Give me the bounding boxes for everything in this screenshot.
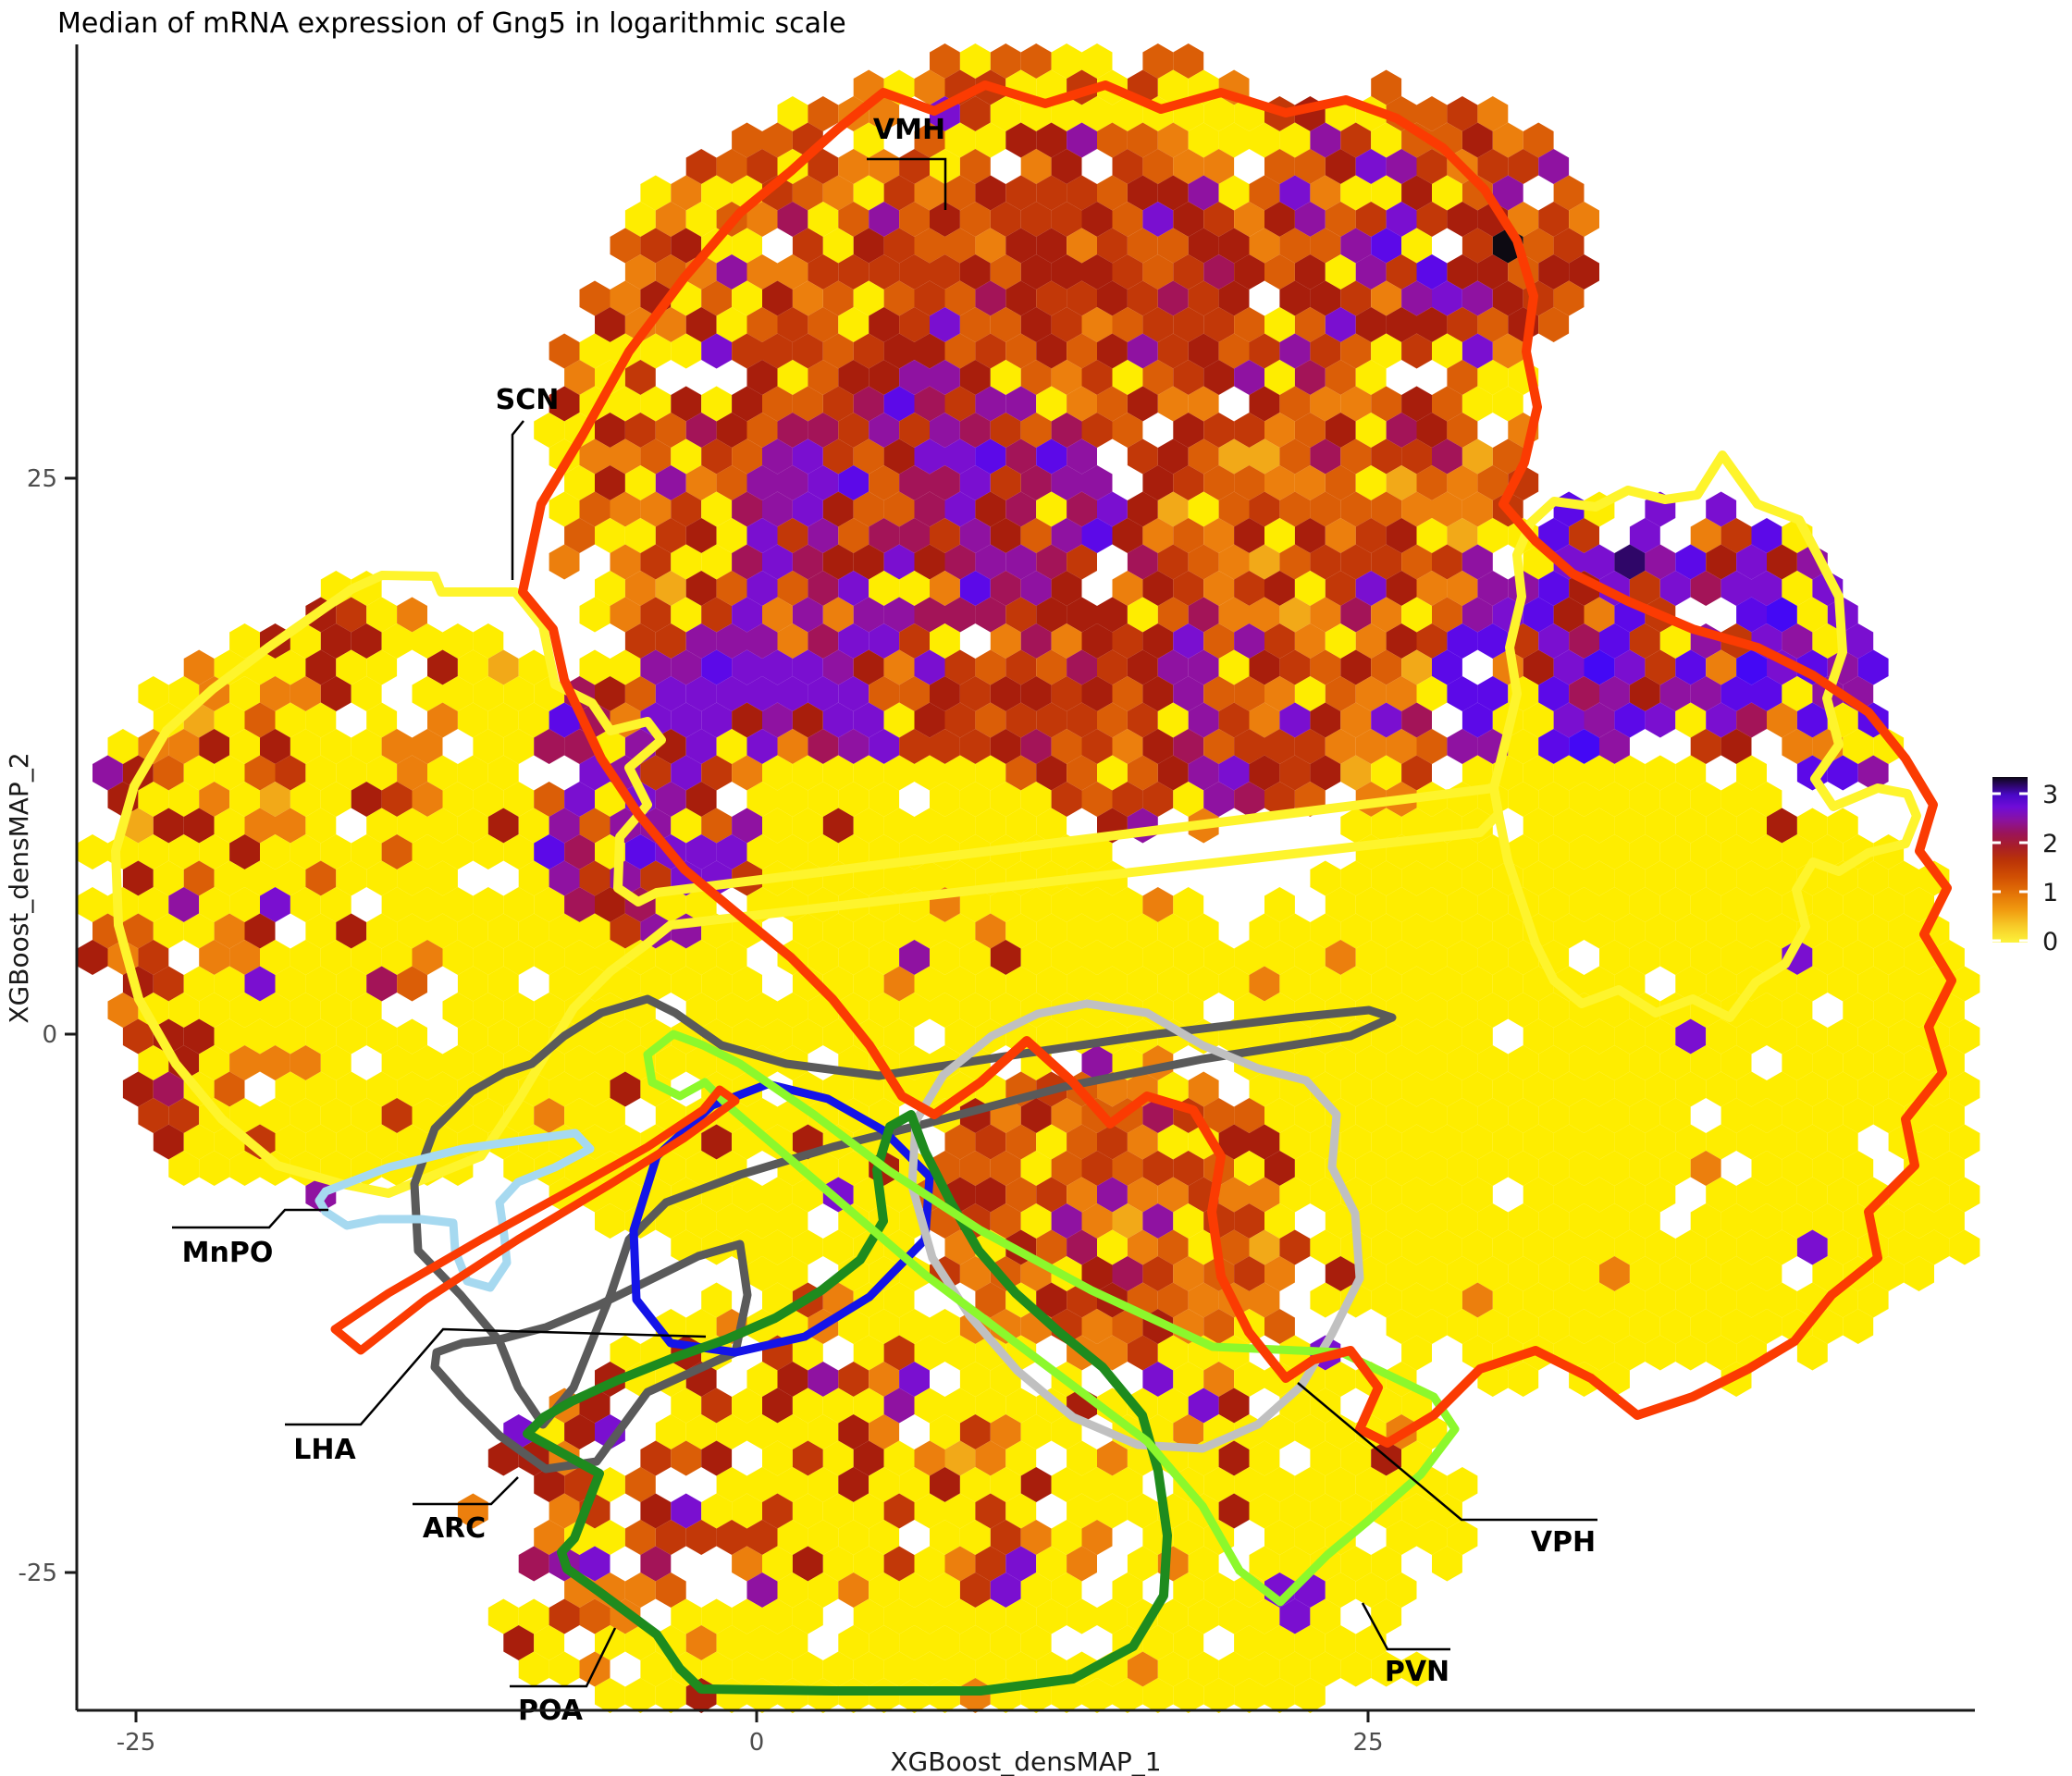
colorbar-gradient [1992, 777, 2028, 943]
region-outline-lha [410, 994, 1397, 1429]
y-tick-label: -25 [18, 1560, 57, 1587]
axis-title-x: XGBoost_densMAP_1 [890, 1746, 1161, 1776]
hexbin-layer [77, 43, 1980, 1713]
leader-scn-left [511, 420, 524, 580]
x-tick-label: 0 [749, 1729, 765, 1757]
leader-mnpo [172, 1208, 328, 1229]
y-tick-label: 25 [27, 465, 57, 493]
region-label-vph: VPH [1531, 1526, 1596, 1559]
region-outline-vph [907, 999, 1364, 1453]
leader-arc [413, 1476, 519, 1506]
region-outlines [111, 80, 1956, 1696]
colorbar-label: 0 [2042, 928, 2058, 956]
region-outline-pvn [643, 1030, 1460, 1607]
chart-title: Median of mRNA expression of Gng5 in log… [57, 7, 846, 40]
leader-vph [1297, 1382, 1597, 1522]
y-tick-label: 0 [42, 1021, 57, 1049]
region-outline-scn-left [111, 571, 1503, 1198]
leader-poa [510, 1627, 617, 1688]
region-outline-vmh [518, 80, 1956, 1448]
region-outline-vmh-sliver [330, 1085, 740, 1355]
region-label-vmh: VMH [873, 114, 945, 146]
colorbar-label: 3 [2042, 781, 2058, 809]
region-outline-poa [523, 1110, 1172, 1696]
region-outline-scn-right [1489, 450, 1921, 1022]
region-outline-mnpo [314, 1128, 595, 1292]
leader-vmh [867, 157, 947, 210]
region-label-arc: ARC [423, 1512, 486, 1545]
colorbar-label: 2 [2042, 830, 2058, 858]
region-label-lha: LHA [293, 1434, 356, 1466]
x-tick-label: -25 [117, 1729, 155, 1757]
region-label-scn-left: SCN [496, 384, 560, 416]
region-label-mnpo: MnPO [182, 1237, 274, 1269]
leader-lha [285, 1327, 707, 1426]
colorbar: 3 2 1 0 [1992, 777, 2058, 956]
axis-title-y: XGBoost_densMAP_2 [4, 752, 34, 1023]
x-tick-label: 25 [1352, 1729, 1383, 1757]
leader-pvn [1361, 1602, 1450, 1651]
region-outline-arc [430, 1240, 752, 1474]
colorbar-label: 1 [2042, 879, 2058, 907]
region-label-pvn: PVN [1385, 1656, 1449, 1688]
axes: -25 0 25 25 0 -25 XGBoost_densMAP_1 XGBoost_den… [4, 44, 1975, 1776]
